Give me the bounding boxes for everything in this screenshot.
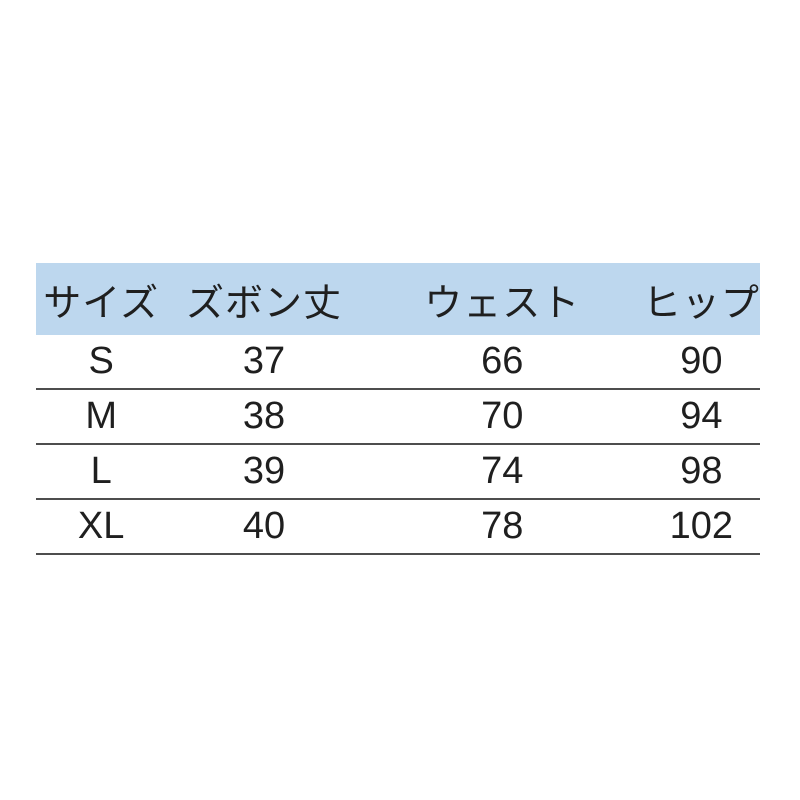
- cell-hip: 102: [642, 499, 760, 555]
- cell-size: S: [36, 335, 167, 390]
- table-row-s: S 37 66 90: [36, 335, 760, 390]
- cell-pants-length: 39: [166, 444, 362, 500]
- cell-waist: 66: [361, 335, 643, 390]
- cell-size: L: [36, 444, 167, 500]
- table-row-xl: XL 40 78 102: [36, 499, 760, 555]
- cell-pants-length: 37: [166, 335, 362, 390]
- cell-size: XL: [36, 499, 167, 555]
- cell-size: M: [36, 389, 167, 445]
- table-row-l: L 39 74 98: [36, 444, 760, 500]
- cell-hip: 94: [642, 389, 760, 445]
- header-size: サイズ: [36, 263, 167, 335]
- cell-waist: 70: [361, 389, 643, 445]
- cell-pants-length: 38: [166, 389, 362, 445]
- header-pants-length: ズボン丈: [166, 263, 362, 335]
- size-chart-table-wrap: サイズ ズボン丈 ウェスト ヒップ S 37 66 90 M 38 70 94: [36, 263, 760, 555]
- size-chart-table: サイズ ズボン丈 ウェスト ヒップ S 37 66 90 M 38 70 94: [36, 263, 760, 555]
- cell-hip: 98: [642, 444, 760, 500]
- header-row: サイズ ズボン丈 ウェスト ヒップ: [36, 263, 760, 335]
- cell-hip: 90: [642, 335, 760, 390]
- table-row-m: M 38 70 94: [36, 389, 760, 445]
- cell-waist: 78: [361, 499, 643, 555]
- header-hip: ヒップ: [642, 263, 760, 335]
- cell-waist: 74: [361, 444, 643, 500]
- cell-pants-length: 40: [166, 499, 362, 555]
- header-waist: ウェスト: [361, 263, 643, 335]
